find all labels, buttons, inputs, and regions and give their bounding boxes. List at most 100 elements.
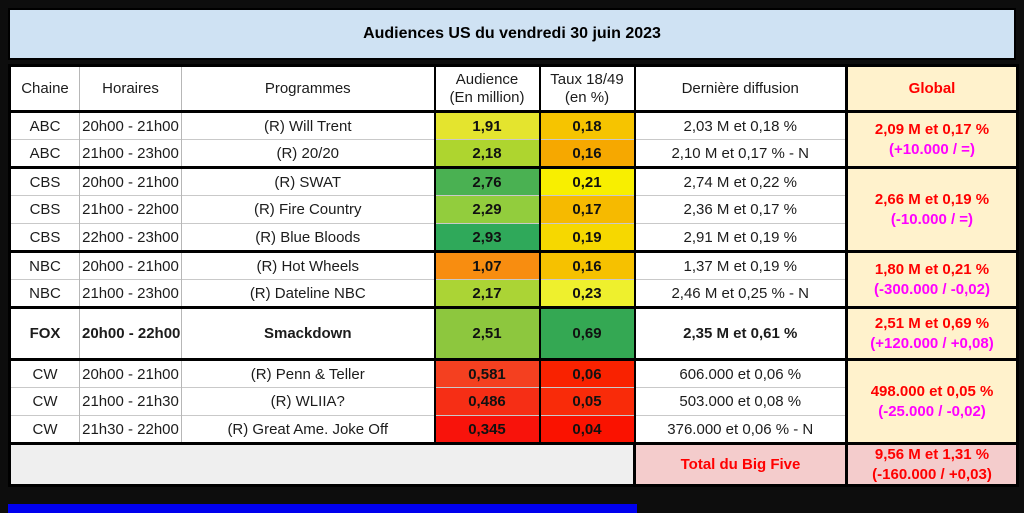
programme-cell: (R) Blue Bloods bbox=[181, 223, 436, 252]
col-header-taux-line2: (en %) bbox=[564, 88, 610, 106]
global-value: 2,51 M et 0,69 % bbox=[874, 315, 990, 332]
channel-cell: NBC bbox=[9, 250, 80, 280]
table-row-cw-1: CW 20h00 - 21h00 (R) Penn & Teller 0,581… bbox=[9, 358, 1018, 444]
rating-cell: 0,05 bbox=[539, 387, 636, 416]
channel-cell: CBS bbox=[9, 195, 80, 224]
timeslot-cell: 20h00 - 22h00 bbox=[79, 306, 182, 360]
programme-cell: (R) WLIIA? bbox=[181, 387, 436, 416]
table-row-cw-3: CW 21h30 - 22h00 (R) Great Ame. Joke Off… bbox=[9, 415, 1018, 444]
timeslot-cell: 20h00 - 21h00 bbox=[79, 250, 182, 280]
bottom-blue-bar bbox=[8, 504, 637, 513]
total-values-cell: 9,56 M et 1,31 % (-160.000 / +0,03) bbox=[846, 442, 1018, 486]
global-value: 498.000 et 0,05 % bbox=[870, 383, 994, 400]
global-cell-cbs: 2,66 M et 0,19 % (-10.000 / =) bbox=[845, 166, 1018, 252]
audience-cell: 2,51 bbox=[434, 306, 541, 360]
last-broadcast-cell: 2,10 M et 0,17 % - N bbox=[634, 139, 848, 168]
timeslot-cell: 20h00 - 21h00 bbox=[79, 111, 182, 140]
audience-cell: 2,93 bbox=[434, 223, 541, 252]
programme-cell: (R) Fire Country bbox=[181, 195, 436, 224]
global-value: 2,66 M et 0,19 % bbox=[874, 191, 990, 208]
col-header-audience-line2: (En million) bbox=[449, 88, 525, 106]
global-delta: (-10.000 / =) bbox=[890, 210, 974, 228]
table-row-cbs-3: CBS 22h00 - 23h00 (R) Blue Bloods 2,93 0… bbox=[9, 223, 1018, 252]
last-broadcast-cell: 376.000 et 0,06 % - N bbox=[634, 415, 848, 444]
audience-cell: 1,91 bbox=[434, 111, 541, 140]
total-empty-cell bbox=[9, 442, 636, 486]
rating-cell: 0,06 bbox=[539, 358, 636, 388]
timeslot-cell: 21h00 - 22h00 bbox=[79, 195, 182, 224]
last-broadcast-cell: 503.000 et 0,08 % bbox=[634, 387, 848, 416]
programme-cell: (R) Dateline NBC bbox=[181, 279, 436, 308]
audience-cell: 0,486 bbox=[434, 387, 541, 416]
audience-cell: 2,17 bbox=[434, 279, 541, 308]
timeslot-cell: 21h30 - 22h00 bbox=[79, 415, 182, 444]
programme-cell: (R) Penn & Teller bbox=[181, 358, 436, 388]
rating-cell: 0,69 bbox=[539, 306, 636, 360]
audience-table: Chaine Horaires Programmes Audience (En … bbox=[8, 64, 1019, 487]
total-label: Total du Big Five bbox=[634, 442, 848, 486]
global-value: 1,80 M et 0,21 % bbox=[874, 261, 990, 278]
rating-cell: 0,21 bbox=[539, 166, 636, 196]
col-header-chaine: Chaine bbox=[9, 65, 80, 113]
rating-cell: 0,16 bbox=[539, 139, 636, 168]
channel-cell: ABC bbox=[9, 139, 80, 168]
audience-cell: 0,345 bbox=[434, 415, 541, 444]
page-title: Audiences US du vendredi 30 juin 2023 bbox=[363, 25, 661, 42]
timeslot-cell: 21h00 - 23h00 bbox=[79, 279, 182, 308]
last-broadcast-cell: 2,74 M et 0,22 % bbox=[634, 166, 848, 196]
channel-cell: ABC bbox=[9, 111, 80, 140]
col-header-diffusion: Dernière diffusion bbox=[634, 65, 848, 113]
programme-cell: (R) SWAT bbox=[181, 166, 436, 196]
last-broadcast-cell: 606.000 et 0,06 % bbox=[634, 358, 848, 388]
table-row-fox: FOX 20h00 - 22h00 Smackdown 2,51 0,69 2,… bbox=[9, 306, 1018, 360]
total-row: Total du Big Five 9,56 M et 1,31 % (-160… bbox=[9, 442, 1018, 486]
last-broadcast-cell: 2,35 M et 0,61 % bbox=[634, 306, 848, 360]
timeslot-cell: 20h00 - 21h00 bbox=[79, 166, 182, 196]
channel-cell: CBS bbox=[9, 223, 80, 252]
global-cell-fox: 2,51 M et 0,69 % (+120.000 / +0,08) bbox=[845, 306, 1018, 360]
global-cell-nbc: 1,80 M et 0,21 % (-300.000 / -0,02) bbox=[845, 250, 1018, 308]
col-header-programmes: Programmes bbox=[181, 65, 436, 113]
channel-cell: CW bbox=[9, 387, 80, 416]
programme-cell: (R) Great Ame. Joke Off bbox=[181, 415, 436, 444]
last-broadcast-cell: 2,03 M et 0,18 % bbox=[634, 111, 848, 140]
table-row-cw-2: CW 21h00 - 21h30 (R) WLIIA? 0,486 0,05 5… bbox=[9, 387, 1018, 416]
audience-cell: 2,29 bbox=[434, 195, 541, 224]
timeslot-cell: 22h00 - 23h00 bbox=[79, 223, 182, 252]
programme-cell: (R) 20/20 bbox=[181, 139, 436, 168]
channel-cell: FOX bbox=[9, 306, 80, 360]
total-value: 9,56 M et 1,31 % bbox=[874, 446, 990, 464]
audience-cell: 2,76 bbox=[434, 166, 541, 196]
programme-cell: (R) Will Trent bbox=[181, 111, 436, 140]
last-broadcast-cell: 2,91 M et 0,19 % bbox=[634, 223, 848, 252]
title-band: Audiences US du vendredi 30 juin 2023 bbox=[8, 8, 1016, 60]
last-broadcast-cell: 1,37 M et 0,19 % bbox=[634, 250, 848, 280]
timeslot-cell: 20h00 - 21h00 bbox=[79, 358, 182, 388]
table-header-row: Chaine Horaires Programmes Audience (En … bbox=[9, 65, 1018, 113]
table-row-nbc-2: NBC 21h00 - 23h00 (R) Dateline NBC 2,17 … bbox=[9, 279, 1018, 308]
channel-cell: NBC bbox=[9, 279, 80, 308]
rating-cell: 0,23 bbox=[539, 279, 636, 308]
timeslot-cell: 21h00 - 21h30 bbox=[79, 387, 182, 416]
global-delta: (+10.000 / =) bbox=[889, 140, 975, 158]
col-header-horaires: Horaires bbox=[79, 65, 182, 113]
table-row-cbs-1: CBS 20h00 - 21h00 (R) SWAT 2,76 0,21 2,7… bbox=[9, 166, 1018, 252]
col-header-audience-line1: Audience bbox=[455, 71, 519, 89]
total-delta: (-160.000 / +0,03) bbox=[872, 465, 992, 483]
global-delta: (+120.000 / +0,08) bbox=[870, 334, 994, 352]
table-row-abc-2: ABC 21h00 - 23h00 (R) 20/20 2,18 0,16 2,… bbox=[9, 139, 1018, 168]
col-header-global: Global bbox=[845, 65, 1018, 113]
rating-cell: 0,17 bbox=[539, 195, 636, 224]
rating-cell: 0,16 bbox=[539, 250, 636, 280]
channel-cell: CBS bbox=[9, 166, 80, 196]
audience-cell: 1,07 bbox=[434, 250, 541, 280]
rating-cell: 0,18 bbox=[539, 111, 636, 140]
audience-cell: 0,581 bbox=[434, 358, 541, 388]
global-delta: (-300.000 / -0,02) bbox=[874, 280, 990, 298]
rating-cell: 0,04 bbox=[539, 415, 636, 444]
global-cell-cw: 498.000 et 0,05 % (-25.000 / -0,02) bbox=[845, 358, 1018, 444]
last-broadcast-cell: 2,36 M et 0,17 % bbox=[634, 195, 848, 224]
global-delta: (-25.000 / -0,02) bbox=[878, 402, 986, 420]
rating-cell: 0,19 bbox=[539, 223, 636, 252]
